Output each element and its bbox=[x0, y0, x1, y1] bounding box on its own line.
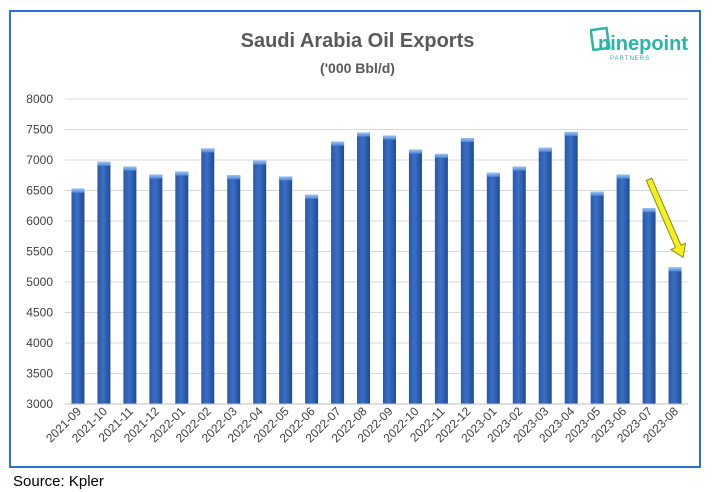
bar-top bbox=[564, 131, 578, 136]
bar bbox=[538, 147, 552, 405]
y-tick-label: 4500 bbox=[26, 306, 53, 320]
bar bbox=[564, 131, 578, 404]
bar bbox=[123, 166, 137, 404]
y-tick-label: 6000 bbox=[26, 214, 53, 228]
bar bbox=[201, 148, 215, 404]
y-tick-label: 3500 bbox=[26, 367, 53, 381]
bar-top bbox=[668, 267, 682, 272]
bar-top bbox=[590, 191, 604, 196]
y-tick-label: 8000 bbox=[26, 92, 53, 106]
logo-tagline: PARTNERS bbox=[610, 56, 650, 62]
bar bbox=[512, 166, 526, 404]
bar bbox=[227, 175, 241, 404]
y-tick-label: 7000 bbox=[26, 153, 53, 167]
bar bbox=[357, 132, 371, 405]
bar-top bbox=[408, 149, 422, 154]
bar-top bbox=[382, 135, 396, 140]
source-note: Source: Kpler bbox=[13, 473, 104, 490]
bar bbox=[149, 174, 163, 404]
bar-top bbox=[486, 172, 500, 177]
bar bbox=[175, 171, 189, 404]
bar bbox=[71, 188, 85, 404]
bar-top bbox=[538, 147, 552, 152]
bar-top bbox=[331, 141, 345, 146]
bar-top bbox=[642, 208, 656, 213]
bar bbox=[668, 267, 682, 404]
annotation-arrow bbox=[645, 177, 687, 259]
bar bbox=[331, 141, 345, 404]
ninepoint-logo: ninepoint PARTNERS bbox=[590, 26, 688, 62]
bar bbox=[434, 153, 448, 404]
bar-top bbox=[97, 161, 111, 166]
bar-top bbox=[434, 153, 448, 158]
bar-top bbox=[175, 171, 189, 176]
y-tick-label: 7500 bbox=[26, 123, 53, 137]
bar-top bbox=[512, 166, 526, 171]
y-tick-label: 4000 bbox=[26, 336, 53, 350]
bar-top bbox=[279, 176, 293, 181]
bar-top bbox=[460, 138, 474, 143]
bar bbox=[590, 191, 604, 404]
bar-top bbox=[149, 174, 163, 179]
bar-top bbox=[227, 175, 241, 180]
bar-top bbox=[305, 194, 319, 199]
bar bbox=[642, 208, 656, 404]
bar bbox=[97, 161, 111, 404]
bar-top bbox=[616, 174, 630, 179]
bar-top bbox=[71, 188, 85, 193]
bar-top bbox=[201, 148, 215, 153]
bar bbox=[616, 174, 630, 404]
y-tick-label: 6500 bbox=[26, 184, 53, 198]
y-tick-label: 5500 bbox=[26, 245, 53, 259]
bar bbox=[382, 135, 396, 404]
bar bbox=[305, 194, 319, 404]
chart-subtitle: ('000 Bbl/d) bbox=[320, 60, 395, 76]
bar bbox=[253, 160, 267, 404]
y-tick-label: 3000 bbox=[26, 397, 53, 411]
bar bbox=[486, 172, 500, 404]
bar-top bbox=[123, 166, 137, 171]
bar bbox=[460, 138, 474, 405]
chart-title: Saudi Arabia Oil Exports bbox=[240, 30, 475, 52]
y-tick-label: 5000 bbox=[26, 275, 53, 289]
bar-top bbox=[357, 132, 371, 137]
bar bbox=[279, 176, 293, 404]
bar bbox=[408, 149, 422, 404]
bar-top bbox=[253, 160, 267, 165]
logo-wordmark: ninepoint bbox=[598, 33, 688, 55]
